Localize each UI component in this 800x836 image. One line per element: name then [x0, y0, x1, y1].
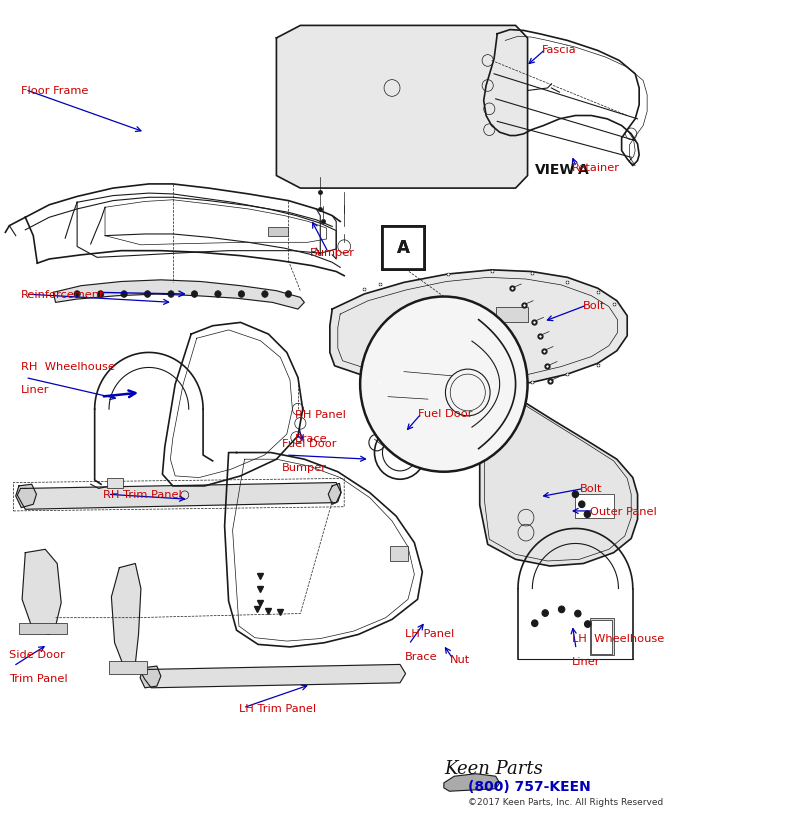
Bar	[19, 623, 66, 635]
Text: RH Trim Panel: RH Trim Panel	[103, 490, 182, 500]
Bar	[269, 228, 288, 237]
Polygon shape	[277, 27, 527, 189]
Circle shape	[531, 620, 538, 627]
Polygon shape	[330, 271, 627, 386]
FancyBboxPatch shape	[382, 227, 424, 270]
Circle shape	[144, 292, 150, 298]
Text: Brace: Brace	[405, 651, 438, 661]
FancyBboxPatch shape	[382, 227, 424, 270]
Text: LH Panel: LH Panel	[405, 628, 454, 638]
Text: Retainer: Retainer	[572, 163, 620, 173]
Text: ©2017 Keen Parts, Inc. All Rights Reserved: ©2017 Keen Parts, Inc. All Rights Reserv…	[468, 797, 663, 806]
Text: Outer Panel: Outer Panel	[590, 507, 657, 517]
Polygon shape	[111, 563, 141, 670]
Text: A: A	[397, 239, 410, 257]
Circle shape	[98, 292, 104, 298]
Circle shape	[262, 292, 268, 298]
Polygon shape	[480, 378, 638, 566]
Text: Fuel Door: Fuel Door	[282, 439, 337, 449]
Text: A: A	[397, 239, 410, 257]
Text: LH  Wheelhouse: LH Wheelhouse	[572, 633, 665, 643]
Circle shape	[214, 292, 221, 298]
Text: Liner: Liner	[22, 385, 50, 395]
Text: LH Trim Panel: LH Trim Panel	[239, 703, 316, 713]
Text: Bolt: Bolt	[580, 484, 602, 494]
Text: VIEW: VIEW	[535, 163, 576, 176]
Text: Side Door: Side Door	[10, 650, 66, 660]
Text: Bolt: Bolt	[583, 300, 606, 310]
Bar	[106, 479, 122, 489]
Polygon shape	[54, 281, 304, 309]
Text: Fascia: Fascia	[542, 44, 577, 54]
Text: Liner: Liner	[572, 656, 601, 666]
Text: Reinforcement: Reinforcement	[22, 290, 105, 299]
Bar	[575, 495, 614, 518]
Text: RH  Wheelhouse: RH Wheelhouse	[22, 361, 115, 371]
Circle shape	[572, 492, 578, 498]
Circle shape	[574, 610, 581, 617]
Polygon shape	[18, 483, 341, 510]
Text: (800) 757-KEEN: (800) 757-KEEN	[468, 779, 590, 793]
Circle shape	[191, 292, 198, 298]
Text: RH Panel: RH Panel	[294, 410, 346, 420]
Polygon shape	[448, 316, 494, 337]
Polygon shape	[328, 484, 341, 505]
Bar	[390, 546, 408, 561]
Circle shape	[238, 292, 245, 298]
Circle shape	[578, 502, 585, 508]
Circle shape	[168, 292, 174, 298]
Polygon shape	[16, 485, 37, 508]
Bar	[109, 661, 147, 674]
Polygon shape	[142, 665, 406, 688]
Circle shape	[584, 512, 590, 518]
Circle shape	[74, 292, 80, 298]
Polygon shape	[140, 666, 161, 688]
Circle shape	[285, 292, 291, 298]
Circle shape	[558, 606, 565, 613]
Polygon shape	[22, 549, 61, 635]
Text: Trim Panel: Trim Panel	[10, 673, 68, 683]
Text: Bumper: Bumper	[282, 462, 327, 472]
Circle shape	[542, 610, 548, 617]
Bar	[591, 620, 612, 654]
Text: Fuel Door: Fuel Door	[418, 409, 472, 419]
Polygon shape	[444, 774, 500, 792]
Text: Floor Frame: Floor Frame	[22, 85, 89, 95]
Bar	[496, 307, 527, 322]
Text: Keen Parts: Keen Parts	[444, 759, 542, 777]
Text: Bumper: Bumper	[310, 248, 354, 258]
Circle shape	[360, 297, 527, 472]
Circle shape	[121, 292, 127, 298]
Bar	[590, 618, 614, 655]
Text: Brace: Brace	[294, 433, 327, 443]
Text: A: A	[578, 163, 589, 176]
Circle shape	[585, 621, 591, 628]
Text: Nut: Nut	[450, 655, 470, 665]
